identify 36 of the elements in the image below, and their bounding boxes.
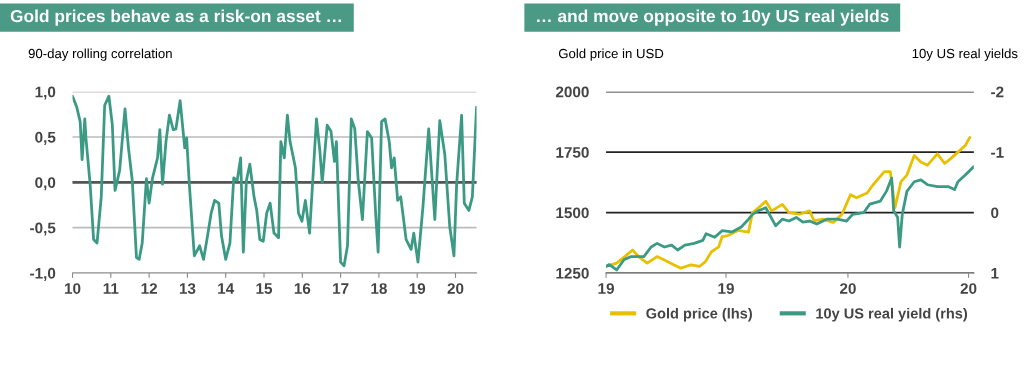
y-tick-label: -0,5 — [30, 222, 56, 236]
y2-tick-label: 0 — [991, 207, 999, 219]
y-axis-title: 90-day rolling correlation — [28, 48, 172, 61]
x-tick-label: 19 — [598, 283, 614, 294]
y-tick-label: 0,5 — [35, 131, 56, 145]
y2-axis-title: 10y US real yields — [912, 48, 1018, 61]
y2-tick-label: -1 — [991, 147, 1004, 158]
y2-tick-label: -2 — [991, 86, 1004, 98]
x-tick-label: 10 — [64, 283, 81, 294]
x-tick-label: 20 — [447, 283, 464, 294]
y-axis-title: Gold price in USD — [558, 48, 664, 61]
y-tick-label: 1,0 — [35, 86, 56, 100]
y-tick-label: 1500 — [556, 207, 589, 219]
y-tick-label: 1250 — [556, 267, 589, 279]
x-tick-label: 14 — [218, 283, 235, 294]
y2-tick-label: 1 — [991, 268, 999, 279]
chart-title: Gold prices behave as a risk-on asset … — [10, 9, 341, 26]
x-tick-label: 12 — [141, 283, 157, 294]
x-tick-label: 11 — [103, 283, 119, 294]
x-tick-label: 15 — [256, 283, 273, 294]
x-tick-label: 17 — [333, 283, 349, 294]
x-tick-label: 18 — [371, 283, 387, 294]
legend-label: 10y US real yield (rhs) — [816, 307, 968, 322]
x-tick-label: 20 — [839, 283, 856, 294]
y-tick-label: -1,0 — [30, 267, 56, 281]
chart-title: … and move opposite to 10y US real yields — [537, 9, 889, 26]
x-tick-label: 20 — [960, 283, 977, 294]
legend-label: Gold price (lhs) — [646, 307, 752, 322]
x-tick-label: 19 — [718, 283, 734, 294]
x-tick-label: 19 — [409, 283, 426, 294]
x-tick-label: 16 — [294, 283, 311, 294]
y-tick-label: 2000 — [555, 86, 589, 98]
y-tick-label: 0,0 — [35, 177, 56, 191]
y-tick-label: 1750 — [556, 146, 589, 158]
x-tick-label: 13 — [179, 283, 196, 294]
line-series — [72, 94, 477, 268]
